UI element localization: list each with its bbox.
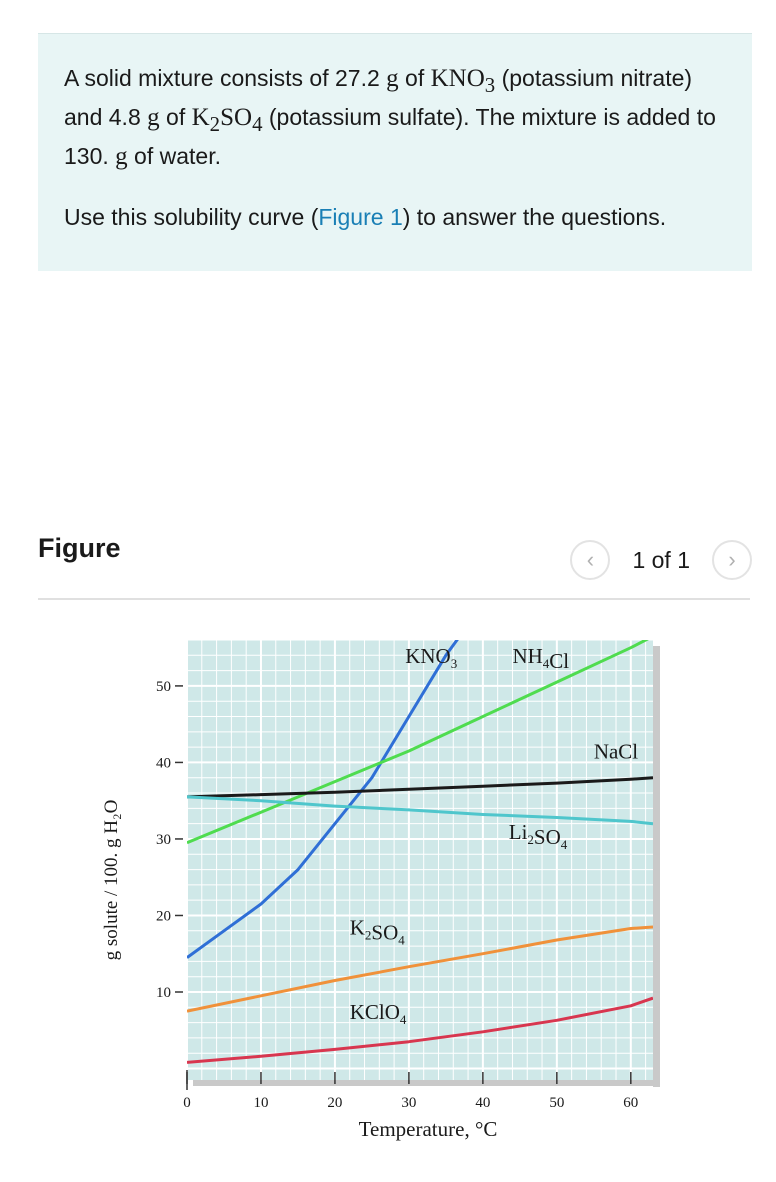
question-text: of	[159, 104, 192, 130]
series-line-kno3	[187, 640, 459, 959]
figure-title: Figure	[38, 533, 121, 563]
figure-pager: ‹ 1 of 1 ›	[570, 538, 752, 582]
series-label-nacl: NaCl	[594, 740, 638, 764]
x-tick-label: 0	[183, 1095, 191, 1111]
y-axis-title: g solute / 100. g H₂O	[101, 800, 122, 961]
instruction-paragraph: Use this solubility curve (Figure 1) to …	[64, 201, 726, 233]
question-panel: A solid mixture consists of 27.2 g of KN…	[38, 33, 752, 271]
x-axis-title: Temperature, °C	[359, 1117, 498, 1141]
unit-grams: g	[115, 143, 128, 170]
y-tick-label: 30	[156, 832, 171, 848]
chevron-right-icon[interactable]: ›	[712, 540, 752, 580]
series-line-nacl	[187, 776, 653, 799]
plot-shadow	[193, 1080, 660, 1086]
x-tick-label: 40	[475, 1095, 490, 1111]
figure-page-count: 1 of 1	[632, 546, 690, 573]
formula-k2so4: K2SO4	[191, 104, 263, 136]
series-label-kclo4: KClO4	[350, 1000, 407, 1027]
figure-divider	[38, 598, 750, 600]
series-label-kno3: KNO3	[405, 644, 457, 671]
instruction-text: Use this solubility curve (	[64, 204, 319, 230]
unit-grams: g	[386, 65, 399, 92]
chevron-left-icon[interactable]: ‹	[570, 540, 611, 580]
question-text: of	[398, 65, 431, 91]
series-line-nh4cl	[187, 640, 649, 845]
x-tick-label: 50	[549, 1095, 564, 1111]
unit-grams: g	[147, 104, 160, 131]
figure-link[interactable]: Figure 1	[318, 204, 403, 230]
question-text: (potassium sulfate). The mixture is adde…	[64, 104, 716, 169]
instruction-text: ) to answer the questions.	[402, 204, 667, 230]
question-text: of water.	[127, 143, 221, 169]
series-line-li2so4	[187, 795, 653, 826]
y-tick-label: 40	[156, 755, 171, 771]
solubility-chart: 0 10 20 30 40 50 60 10 20 30 40 50 Temperature, °C g …	[101, 639, 660, 1141]
plot-shadow	[653, 646, 660, 1087]
series-label-k2so4: K2SO4	[350, 916, 406, 948]
series-line-k2so4	[187, 925, 653, 1013]
x-tick-label: 10	[253, 1095, 268, 1111]
x-tick-label: 60	[623, 1095, 638, 1111]
y-tick-label: 20	[156, 908, 171, 924]
question-paragraph: A solid mixture consists of 27.2 g of KN…	[64, 62, 726, 173]
y-tick-label: 50	[156, 679, 171, 695]
series-label-li2so4: Li2SO4	[509, 820, 568, 852]
question-text: A solid mixture consists of 27.2	[64, 65, 387, 91]
plot-area	[187, 640, 653, 1080]
formula-kno3: KNO3	[430, 65, 496, 97]
y-tick-label: 10	[156, 985, 171, 1001]
x-tick-label: 30	[401, 1095, 416, 1111]
question-text: (potassium nitrate) and 4.8	[64, 65, 693, 130]
series-label-nh4cl: NH4Cl	[512, 644, 569, 673]
x-tick-label: 20	[327, 1095, 342, 1111]
series-line-kclo4	[187, 996, 653, 1064]
